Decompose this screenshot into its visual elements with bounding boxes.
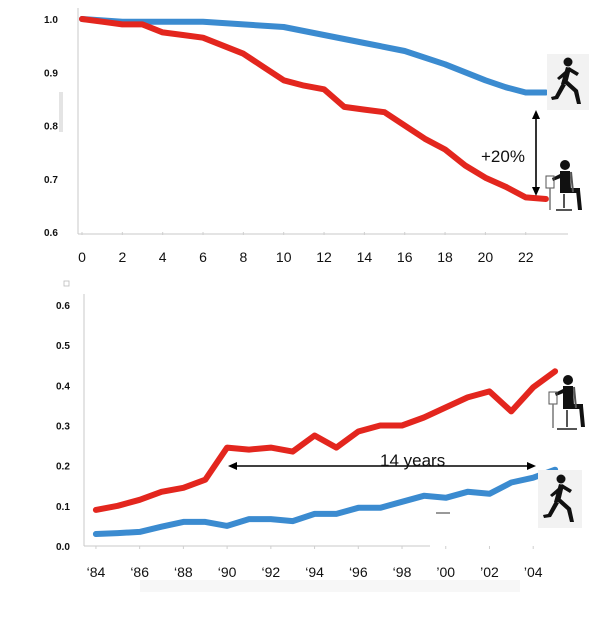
y-tick-label: 0.3 [56, 422, 70, 433]
runner-icon [538, 470, 582, 528]
y-tick-label: 0.5 [56, 341, 70, 352]
y-tick-label: 0.2 [56, 462, 70, 473]
y-tick-label: 1.0 [44, 15, 58, 26]
x-tick-label: ’00 [436, 564, 455, 580]
x-tick-label: 6 [199, 249, 207, 265]
bottom-chart-annotation: 14 years [380, 451, 445, 470]
x-tick-label: 2 [118, 249, 126, 265]
top-chart-x-ticks: 0 2 4 6 8 10 12 14 16 18 20 22 [78, 232, 534, 265]
y-tick-label: 0.6 [44, 228, 58, 239]
y-tick-label: 0.6 [56, 301, 70, 312]
bottom-chart-corner-mark [63, 280, 70, 287]
series-line-a [92, 368, 559, 513]
bottom-chart-x-ticks: ‘84 ‘86 ‘88 ‘90 ‘92 ‘94 ‘96 ‘98 ’00 ’02 ’04 [87, 546, 543, 580]
x-tick-label: 8 [239, 249, 247, 265]
top-chart-gap-arrow [532, 110, 540, 196]
x-tick-label: 12 [316, 249, 332, 265]
x-tick-label: 14 [357, 249, 373, 265]
top-chart-series [79, 16, 549, 202]
x-tick-label: ‘92 [261, 564, 280, 580]
series-line-b [79, 16, 549, 202]
y-tick-label: 0.8 [44, 122, 58, 133]
seated-person-icon [545, 160, 582, 211]
x-tick-label: ’04 [524, 564, 543, 580]
y-tick-label: 0.7 [44, 175, 58, 186]
x-tick-label: 22 [518, 249, 534, 265]
x-tick-label: 10 [276, 249, 292, 265]
x-tick-label: ‘88 [174, 564, 193, 580]
x-tick-label: ‘90 [218, 564, 237, 580]
bottom-chart-faint-band [140, 580, 520, 592]
x-tick-label: ‘84 [87, 564, 106, 580]
x-tick-label: 18 [437, 249, 453, 265]
top-chart-faint-ylabel [59, 92, 63, 132]
x-tick-label: ‘98 [393, 564, 412, 580]
top-chart-y-ticks: 1.0 0.9 0.8 0.7 0.6 [44, 15, 58, 239]
x-tick-label: ‘94 [305, 564, 324, 580]
y-tick-label: 0.9 [44, 68, 58, 79]
y-tick-label: 0.0 [56, 542, 70, 553]
top-chart-annotation: +20% [481, 147, 525, 166]
series-line-b [92, 466, 559, 537]
runner-icon [547, 54, 589, 110]
y-tick-label: 0.1 [56, 502, 70, 513]
seated-person-icon [548, 375, 585, 430]
x-tick-label: ‘96 [349, 564, 368, 580]
x-tick-label: ’02 [480, 564, 499, 580]
y-tick-label: 0.4 [56, 381, 70, 392]
x-tick-label: 16 [397, 249, 413, 265]
bottom-chart: 0.6 0.5 0.4 0.3 0.2 0.1 0.0 ‘84 ‘86 ‘88 ‘90 ‘92 ‘94… [56, 280, 585, 592]
bottom-chart-series [92, 368, 559, 537]
x-tick-label: 0 [78, 249, 86, 265]
series-line-a [79, 16, 549, 96]
bottom-chart-gap-arrow [228, 462, 536, 470]
x-tick-label: ‘86 [130, 564, 149, 580]
bottom-chart-y-ticks: 0.6 0.5 0.4 0.3 0.2 0.1 0.0 [56, 301, 70, 553]
x-tick-label: 20 [478, 249, 494, 265]
top-chart: 1.0 0.9 0.8 0.7 0.6 0 2 4 6 8 10 12 14 16 18 20 22 +20% [44, 8, 589, 265]
x-tick-label: 4 [159, 249, 167, 265]
